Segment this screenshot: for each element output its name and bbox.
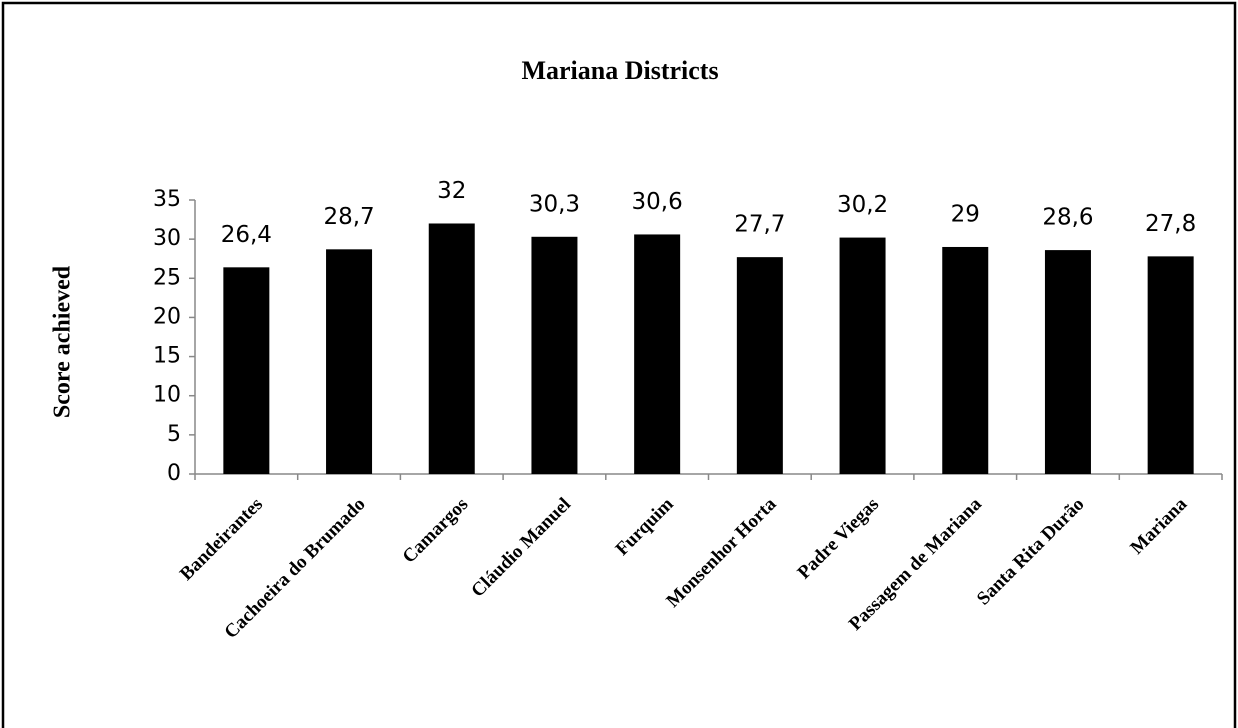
y-tick-label: 20 <box>153 304 181 329</box>
bar <box>634 234 681 474</box>
x-tick-label: Santa Rita Durão <box>973 494 1089 610</box>
x-tick-label: Padre Viegas <box>794 494 884 584</box>
y-axis-label: Score achieved <box>50 265 76 418</box>
x-tick-label: Camargos <box>399 494 473 568</box>
bar <box>942 246 989 474</box>
x-tick-label: Cláudio Manuel <box>467 494 575 602</box>
bar <box>223 267 270 474</box>
x-tick-label: Monsenhor Horta <box>662 493 780 611</box>
y-tick-label: 25 <box>153 265 181 290</box>
y-tick-label: 5 <box>167 422 181 447</box>
bar <box>428 223 475 474</box>
bar <box>326 249 373 474</box>
bar <box>1044 250 1091 474</box>
y-tick-label: 0 <box>167 461 181 486</box>
bar <box>531 236 578 474</box>
x-tick-label: Bandeirantes <box>176 494 267 585</box>
data-label: 30,6 <box>632 189 683 215</box>
bar <box>839 237 886 474</box>
data-label: 30,2 <box>837 192 888 218</box>
x-tick-label: Furquim <box>612 494 678 560</box>
data-label: 27,8 <box>1145 211 1196 237</box>
y-tick-label: 30 <box>153 226 181 251</box>
data-label: 28,7 <box>323 204 374 230</box>
y-tick-label: 35 <box>153 187 181 212</box>
data-label: 30,3 <box>529 191 580 217</box>
data-label: 26,4 <box>221 222 272 248</box>
y-tick-label: 15 <box>153 344 181 369</box>
x-tick-label: Mariana <box>1126 493 1191 558</box>
data-label: 29 <box>951 201 980 227</box>
bar <box>736 257 783 474</box>
data-label: 32 <box>437 178 466 204</box>
chart-title: Mariana Districts <box>521 56 718 85</box>
data-label: 27,7 <box>734 212 785 238</box>
data-label: 28,6 <box>1042 205 1093 231</box>
bar <box>1147 256 1194 474</box>
y-tick-label: 10 <box>153 383 181 408</box>
